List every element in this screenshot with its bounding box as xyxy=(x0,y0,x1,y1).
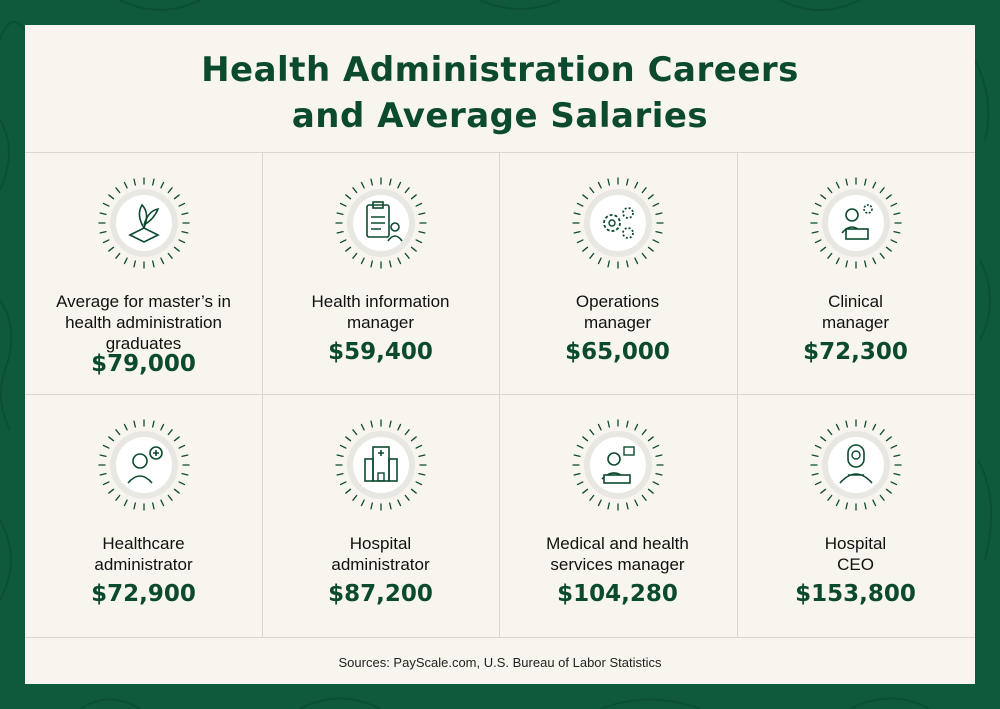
career-label-line: manager xyxy=(583,313,652,332)
career-label-line: health administration xyxy=(65,313,222,332)
page-title: Health Administration Careers and Averag… xyxy=(25,47,975,139)
career-salary: $87,200 xyxy=(328,581,433,607)
career-salary: $59,400 xyxy=(328,339,433,365)
career-salary: $104,280 xyxy=(557,581,678,607)
executive-person-icon xyxy=(808,417,904,513)
gears-person-icon xyxy=(570,175,666,271)
career-label-line: Clinical xyxy=(828,292,883,311)
career-label-line: administrator xyxy=(331,555,430,574)
career-label-line: Hospital xyxy=(824,534,887,553)
career-label-line: Health information xyxy=(311,292,450,311)
career-card-hospital-ceo: Hospital CEO $153,800 xyxy=(737,395,974,637)
career-card-clinical-manager: Clinical manager $72,300 xyxy=(737,153,974,395)
career-card-medical-health-services-manager: Medical and health services manager $104… xyxy=(499,395,736,637)
career-label-line: graduates xyxy=(105,334,182,353)
career-label-line: Average for master’s in xyxy=(56,292,231,311)
career-label-line: administrator xyxy=(94,555,193,574)
career-salary: $153,800 xyxy=(795,581,916,607)
graduation-cap-leaves-icon xyxy=(96,175,192,271)
career-card-masters-graduates: Average for master’s in health administr… xyxy=(25,153,262,395)
career-card-hospital-administrator: Hospital administrator $87,200 xyxy=(262,395,499,637)
career-label-line: CEO xyxy=(837,555,874,574)
career-label-line: Healthcare xyxy=(102,534,185,553)
hospital-building-icon xyxy=(333,417,429,513)
career-card-healthcare-administrator: Healthcare administrator $72,900 xyxy=(25,395,262,637)
career-salary: $65,000 xyxy=(565,339,670,365)
sources-note: Sources: PayScale.com, U.S. Bureau of La… xyxy=(338,655,662,670)
career-label-line: manager xyxy=(821,313,890,332)
career-salary: $72,900 xyxy=(91,581,196,607)
clipboard-person-icon xyxy=(333,175,429,271)
infographic-card: Health Administration Careers and Averag… xyxy=(25,25,975,684)
doctor-monitor-icon xyxy=(570,417,666,513)
career-label-line: Medical and health xyxy=(546,534,689,553)
title-line-2: and Average Salaries xyxy=(291,96,709,136)
doctor-laptop-icon xyxy=(808,175,904,271)
career-label-line: manager xyxy=(346,313,415,332)
title-line-1: Health Administration Careers xyxy=(201,50,799,90)
career-label-line: services manager xyxy=(550,555,685,574)
career-card-operations-manager: Operations manager $65,000 xyxy=(499,153,736,395)
career-salary: $79,000 xyxy=(91,351,196,377)
career-card-health-information-manager: Health information manager $59,400 xyxy=(262,153,499,395)
career-label-line: Operations xyxy=(575,292,660,311)
doctor-plus-icon xyxy=(96,417,192,513)
career-grid: Average for master’s in health administr… xyxy=(25,152,975,638)
career-salary: $72,300 xyxy=(803,339,908,365)
career-label-line: Hospital xyxy=(349,534,412,553)
